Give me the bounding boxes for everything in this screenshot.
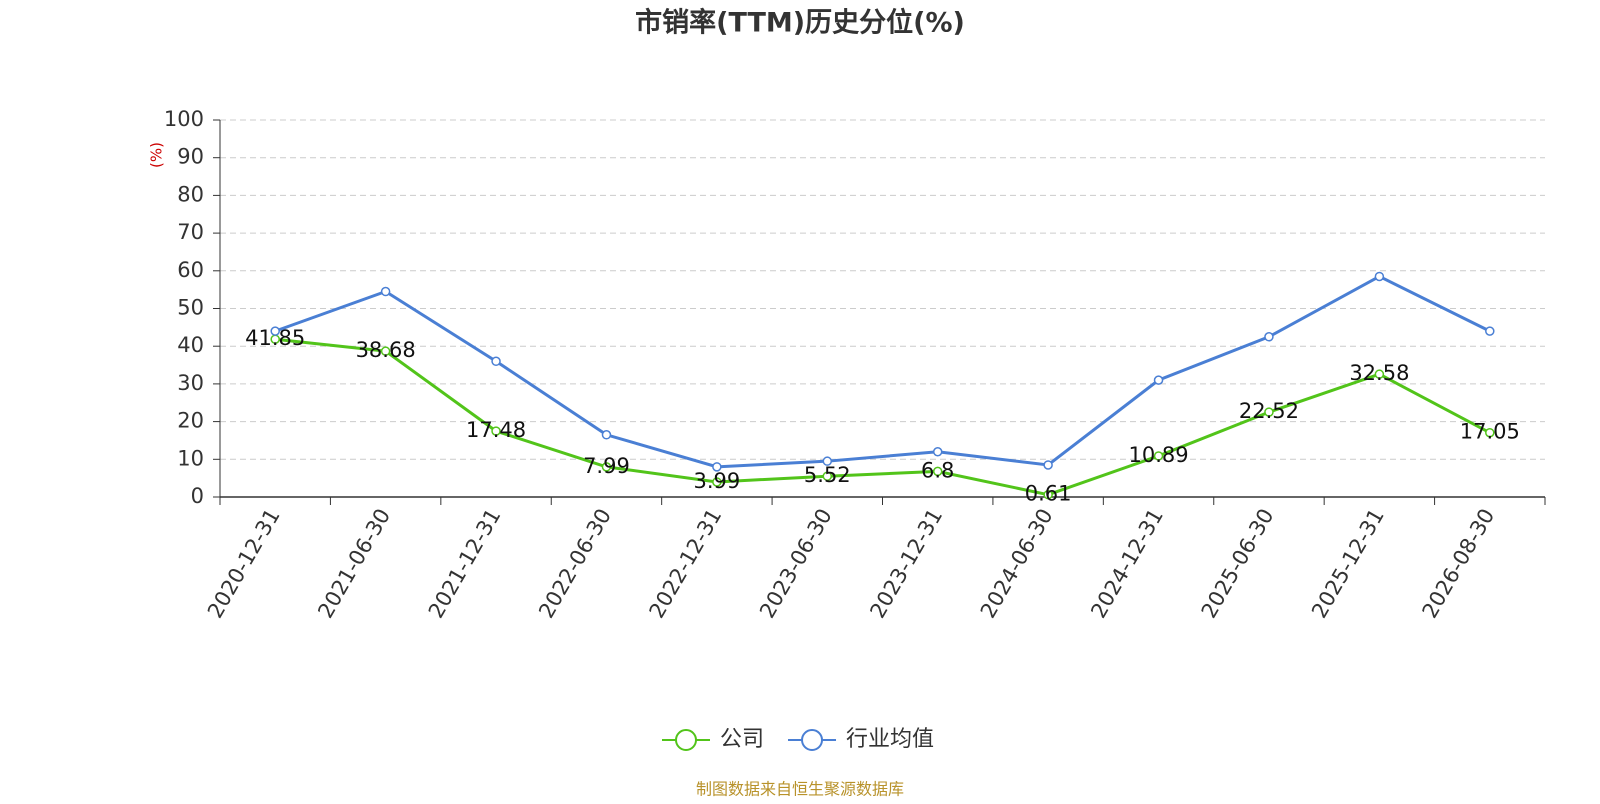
x-tick-label: 2026-08-30 (1418, 505, 1500, 623)
chart-title: 市销率(TTM)历史分位(%) (635, 7, 965, 39)
point (1043, 489, 1053, 500)
data-label: 17.05 (1460, 420, 1520, 444)
data-label: 5.52 (804, 463, 851, 487)
point (491, 356, 501, 367)
point (712, 462, 722, 472)
data-label: 17.48 (466, 418, 526, 442)
point (1264, 407, 1274, 417)
y-tick-label: 50 (177, 296, 204, 320)
data-label: 6.8 (921, 458, 954, 482)
y-tick-label: 30 (177, 371, 204, 395)
legend-marker (675, 729, 697, 751)
point (1374, 369, 1385, 379)
x-tick-label: 2025-06-30 (1197, 505, 1279, 623)
x-tick-label: 2024-12-31 (1086, 505, 1168, 623)
point (1485, 326, 1495, 336)
y-tick-label: 0 (191, 484, 204, 508)
point (270, 326, 280, 336)
y-tick-label: 90 (177, 145, 204, 169)
x-tick-label: 2022-06-30 (534, 505, 616, 623)
x-tick-label: 2025-12-31 (1307, 505, 1389, 623)
point (1374, 271, 1385, 282)
point (491, 426, 501, 436)
point (380, 346, 391, 356)
point (1485, 427, 1495, 438)
x-tick-label: 2023-12-31 (865, 504, 947, 622)
legend-marker (801, 729, 824, 751)
point (822, 471, 833, 481)
legend-label: 公司 (720, 727, 764, 752)
x-tick-label: 2021-06-30 (313, 505, 395, 623)
data-label: 0.61 (1025, 482, 1072, 506)
y-axis-label: (%) (148, 142, 166, 168)
x-tick-label: 2021-12-31 (424, 504, 506, 622)
y-tick-label: 80 (177, 182, 204, 206)
data-label: 7.99 (583, 454, 630, 478)
x-tick-label: 2023-06-30 (755, 505, 837, 623)
point (1043, 460, 1053, 470)
x-tick-label: 2022-12-31 (645, 505, 727, 623)
point (380, 286, 391, 297)
x-tick-label: 2024-06-30 (976, 505, 1058, 623)
data-label: 32.58 (1349, 361, 1409, 385)
data-label: 22.52 (1239, 399, 1299, 423)
point (1264, 332, 1274, 342)
point (601, 430, 612, 440)
series-line (275, 337, 1491, 497)
data-label: 38.68 (356, 338, 416, 362)
data-label: 3.99 (693, 469, 740, 493)
point (822, 456, 833, 466)
point (601, 462, 612, 472)
y-tick-label: 40 (177, 333, 204, 357)
x-tick-label: 2020-12-31 (203, 505, 285, 623)
source-note: 制图数据来自恒生聚源数据库 (696, 780, 904, 799)
y-tick-label: 60 (177, 258, 204, 282)
y-tick-label: 20 (177, 409, 204, 433)
point (932, 447, 943, 457)
legend-label: 行业均值 (846, 727, 934, 752)
series-line (274, 274, 1491, 469)
point (1153, 375, 1164, 385)
y-tick-label: 70 (177, 220, 204, 244)
point (1153, 451, 1164, 461)
point (932, 466, 943, 477)
data-label: 10.89 (1128, 443, 1188, 467)
point (712, 477, 722, 487)
y-tick-label: 100 (164, 107, 204, 131)
y-tick-label: 10 (177, 446, 204, 470)
